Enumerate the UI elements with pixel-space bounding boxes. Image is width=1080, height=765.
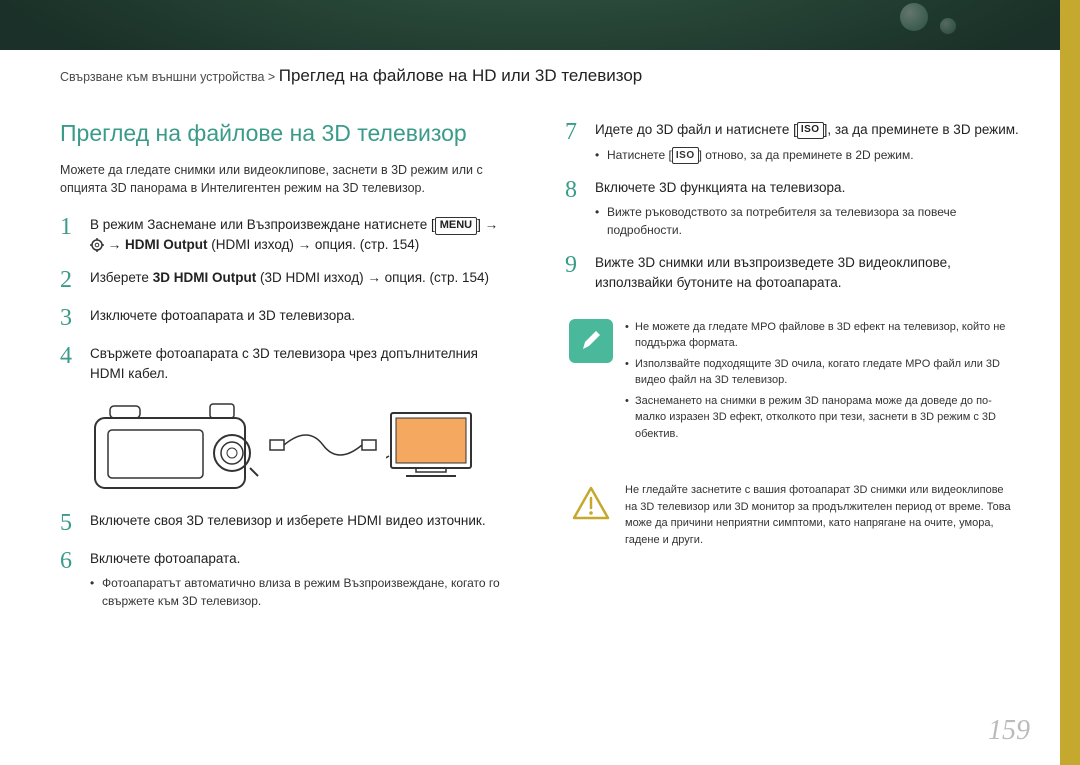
- step-7: 7 Идете до 3D файл и натиснете [ISO], за…: [565, 120, 1020, 164]
- note-list: Не можете да гледате MPO файлове в 3D еф…: [625, 319, 1016, 447]
- breadcrumb-category: Свързване към външни устройства >: [60, 70, 279, 84]
- note-item: Не можете да гледате MPO файлове в 3D еф…: [625, 319, 1016, 352]
- pen-note-icon: [569, 319, 613, 363]
- sub-bullet: Натиснете [ISO] отново, за да преминете …: [595, 146, 1020, 164]
- right-column: 7 Идете до 3D файл и натиснете [ISO], за…: [565, 120, 1020, 735]
- warning-note: Не гледайте заснетите с вашия фотоапарат…: [565, 472, 1020, 558]
- camera-icon: [90, 398, 260, 493]
- step-number: 7: [565, 120, 581, 144]
- step-body: Вижте 3D снимки или възпроизведете 3D ви…: [595, 253, 1020, 292]
- step-8: 8 Включете 3D функцията на телевизора. В…: [565, 178, 1020, 240]
- step-number: 1: [60, 215, 76, 239]
- warning-text: Не гледайте заснетите с вашия фотоапарат…: [625, 482, 1016, 548]
- step-number: 4: [60, 344, 76, 368]
- header-gradient: [0, 0, 1080, 50]
- menu-button-icon: MENU: [435, 217, 477, 235]
- step-body: Свържете фотоапарата с 3D телевизора чре…: [90, 344, 515, 383]
- iso-button-icon: ISO: [672, 147, 699, 164]
- connection-diagram: [90, 398, 515, 493]
- step-6: 6 Включете фотоапарата. Фотоапаратът авт…: [60, 549, 515, 611]
- step-body: Идете до 3D файл и натиснете [ISO], за д…: [595, 120, 1020, 164]
- warning-icon: [569, 482, 613, 526]
- sub-bullet: Вижте ръководството за потребителя за те…: [595, 203, 1020, 239]
- step-5: 5 Включете своя 3D телевизор и изберете …: [60, 511, 515, 535]
- step-text: Включете фотоапарата.: [90, 551, 240, 566]
- step-body: Включете 3D функцията на телевизора. Виж…: [595, 178, 1020, 240]
- step-body: Включете своя 3D телевизор и изберете HD…: [90, 511, 515, 531]
- step-body: Изберете 3D HDMI Output (3D HDMI изход) …: [90, 268, 515, 288]
- step-number: 2: [60, 268, 76, 292]
- step-body: Включете фотоапарата. Фотоапаратът автом…: [90, 549, 515, 611]
- breadcrumb-title: Преглед на файлове на HD или 3D телевизо…: [279, 66, 643, 85]
- breadcrumb: Свързване към външни устройства > Прегле…: [60, 66, 642, 86]
- step-4: 4 Свържете фотоапарата с 3D телевизора ч…: [60, 344, 515, 383]
- sub-bullet: Фотоапаратът автоматично влиза в режим В…: [90, 574, 515, 610]
- step-text: Включете 3D функцията на телевизора.: [595, 180, 845, 195]
- step-body: Изключете фотоапарата и 3D телевизора.: [90, 306, 515, 326]
- step-3: 3 Изключете фотоапарата и 3D телевизора.: [60, 306, 515, 330]
- content-area: Преглед на файлове на 3D телевизор Может…: [60, 120, 1020, 735]
- step-body: В режим Заснемане или Възпроизвеждане на…: [90, 215, 515, 254]
- section-title: Преглед на файлове на 3D телевизор: [60, 120, 515, 147]
- step-number: 6: [60, 549, 76, 573]
- step-number: 3: [60, 306, 76, 330]
- step-number: 8: [565, 178, 581, 202]
- page-number: 159: [988, 715, 1030, 747]
- side-tab: [1060, 0, 1080, 765]
- note-item: Заснемането на снимки в режим 3D панорам…: [625, 393, 1016, 443]
- left-column: Преглед на файлове на 3D телевизор Может…: [60, 120, 515, 735]
- iso-button-icon: ISO: [797, 122, 824, 139]
- tv-icon: [386, 408, 476, 483]
- step-9: 9 Вижте 3D снимки или възпроизведете 3D …: [565, 253, 1020, 292]
- gear-icon: [90, 238, 104, 252]
- intro-text: Можете да гледате снимки или видеоклипов…: [60, 161, 515, 197]
- step-1: 1 В режим Заснемане или Възпроизвеждане …: [60, 215, 515, 254]
- info-note: Не можете да гледате MPO файлове в 3D еф…: [565, 309, 1020, 457]
- hdmi-cable-icon: [268, 420, 378, 470]
- note-item: Използвайте подходящите 3D очила, когато…: [625, 356, 1016, 389]
- step-number: 9: [565, 253, 581, 277]
- step-2: 2 Изберете 3D HDMI Output (3D HDMI изход…: [60, 268, 515, 292]
- step-number: 5: [60, 511, 76, 535]
